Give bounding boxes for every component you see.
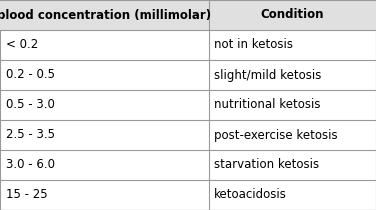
Text: starvation ketosis: starvation ketosis	[214, 159, 320, 172]
Text: blood concentration (millimolar): blood concentration (millimolar)	[0, 8, 211, 21]
Text: 3.0 - 6.0: 3.0 - 6.0	[6, 159, 55, 172]
Text: not in ketosis: not in ketosis	[214, 38, 293, 51]
Text: 2.5 - 3.5: 2.5 - 3.5	[6, 129, 55, 142]
Text: nutritional ketosis: nutritional ketosis	[214, 98, 321, 112]
Text: ketoacidosis: ketoacidosis	[214, 189, 287, 202]
Text: Condition: Condition	[261, 8, 324, 21]
Bar	[0, 0, 376, 30]
Text: 15 - 25: 15 - 25	[6, 189, 47, 202]
Text: 0.5 - 3.0: 0.5 - 3.0	[6, 98, 55, 112]
Text: < 0.2: < 0.2	[6, 38, 38, 51]
Text: slight/mild ketosis: slight/mild ketosis	[214, 68, 322, 81]
Text: 0.2 - 0.5: 0.2 - 0.5	[6, 68, 55, 81]
Text: post-exercise ketosis: post-exercise ketosis	[214, 129, 338, 142]
